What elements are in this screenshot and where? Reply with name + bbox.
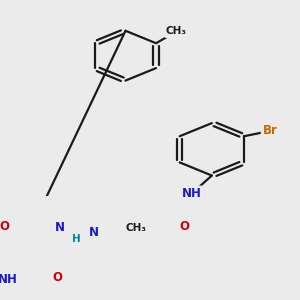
Text: NH: NH [0,272,18,286]
Text: O: O [53,271,63,284]
Text: H: H [72,234,81,244]
Text: O: O [179,220,189,233]
Text: CH₃: CH₃ [125,223,146,233]
Text: Br: Br [262,124,278,137]
Text: N: N [55,221,64,234]
Text: O: O [0,220,9,233]
Text: NH: NH [182,188,201,200]
Text: N: N [89,226,99,239]
Text: CH₃: CH₃ [166,26,187,36]
